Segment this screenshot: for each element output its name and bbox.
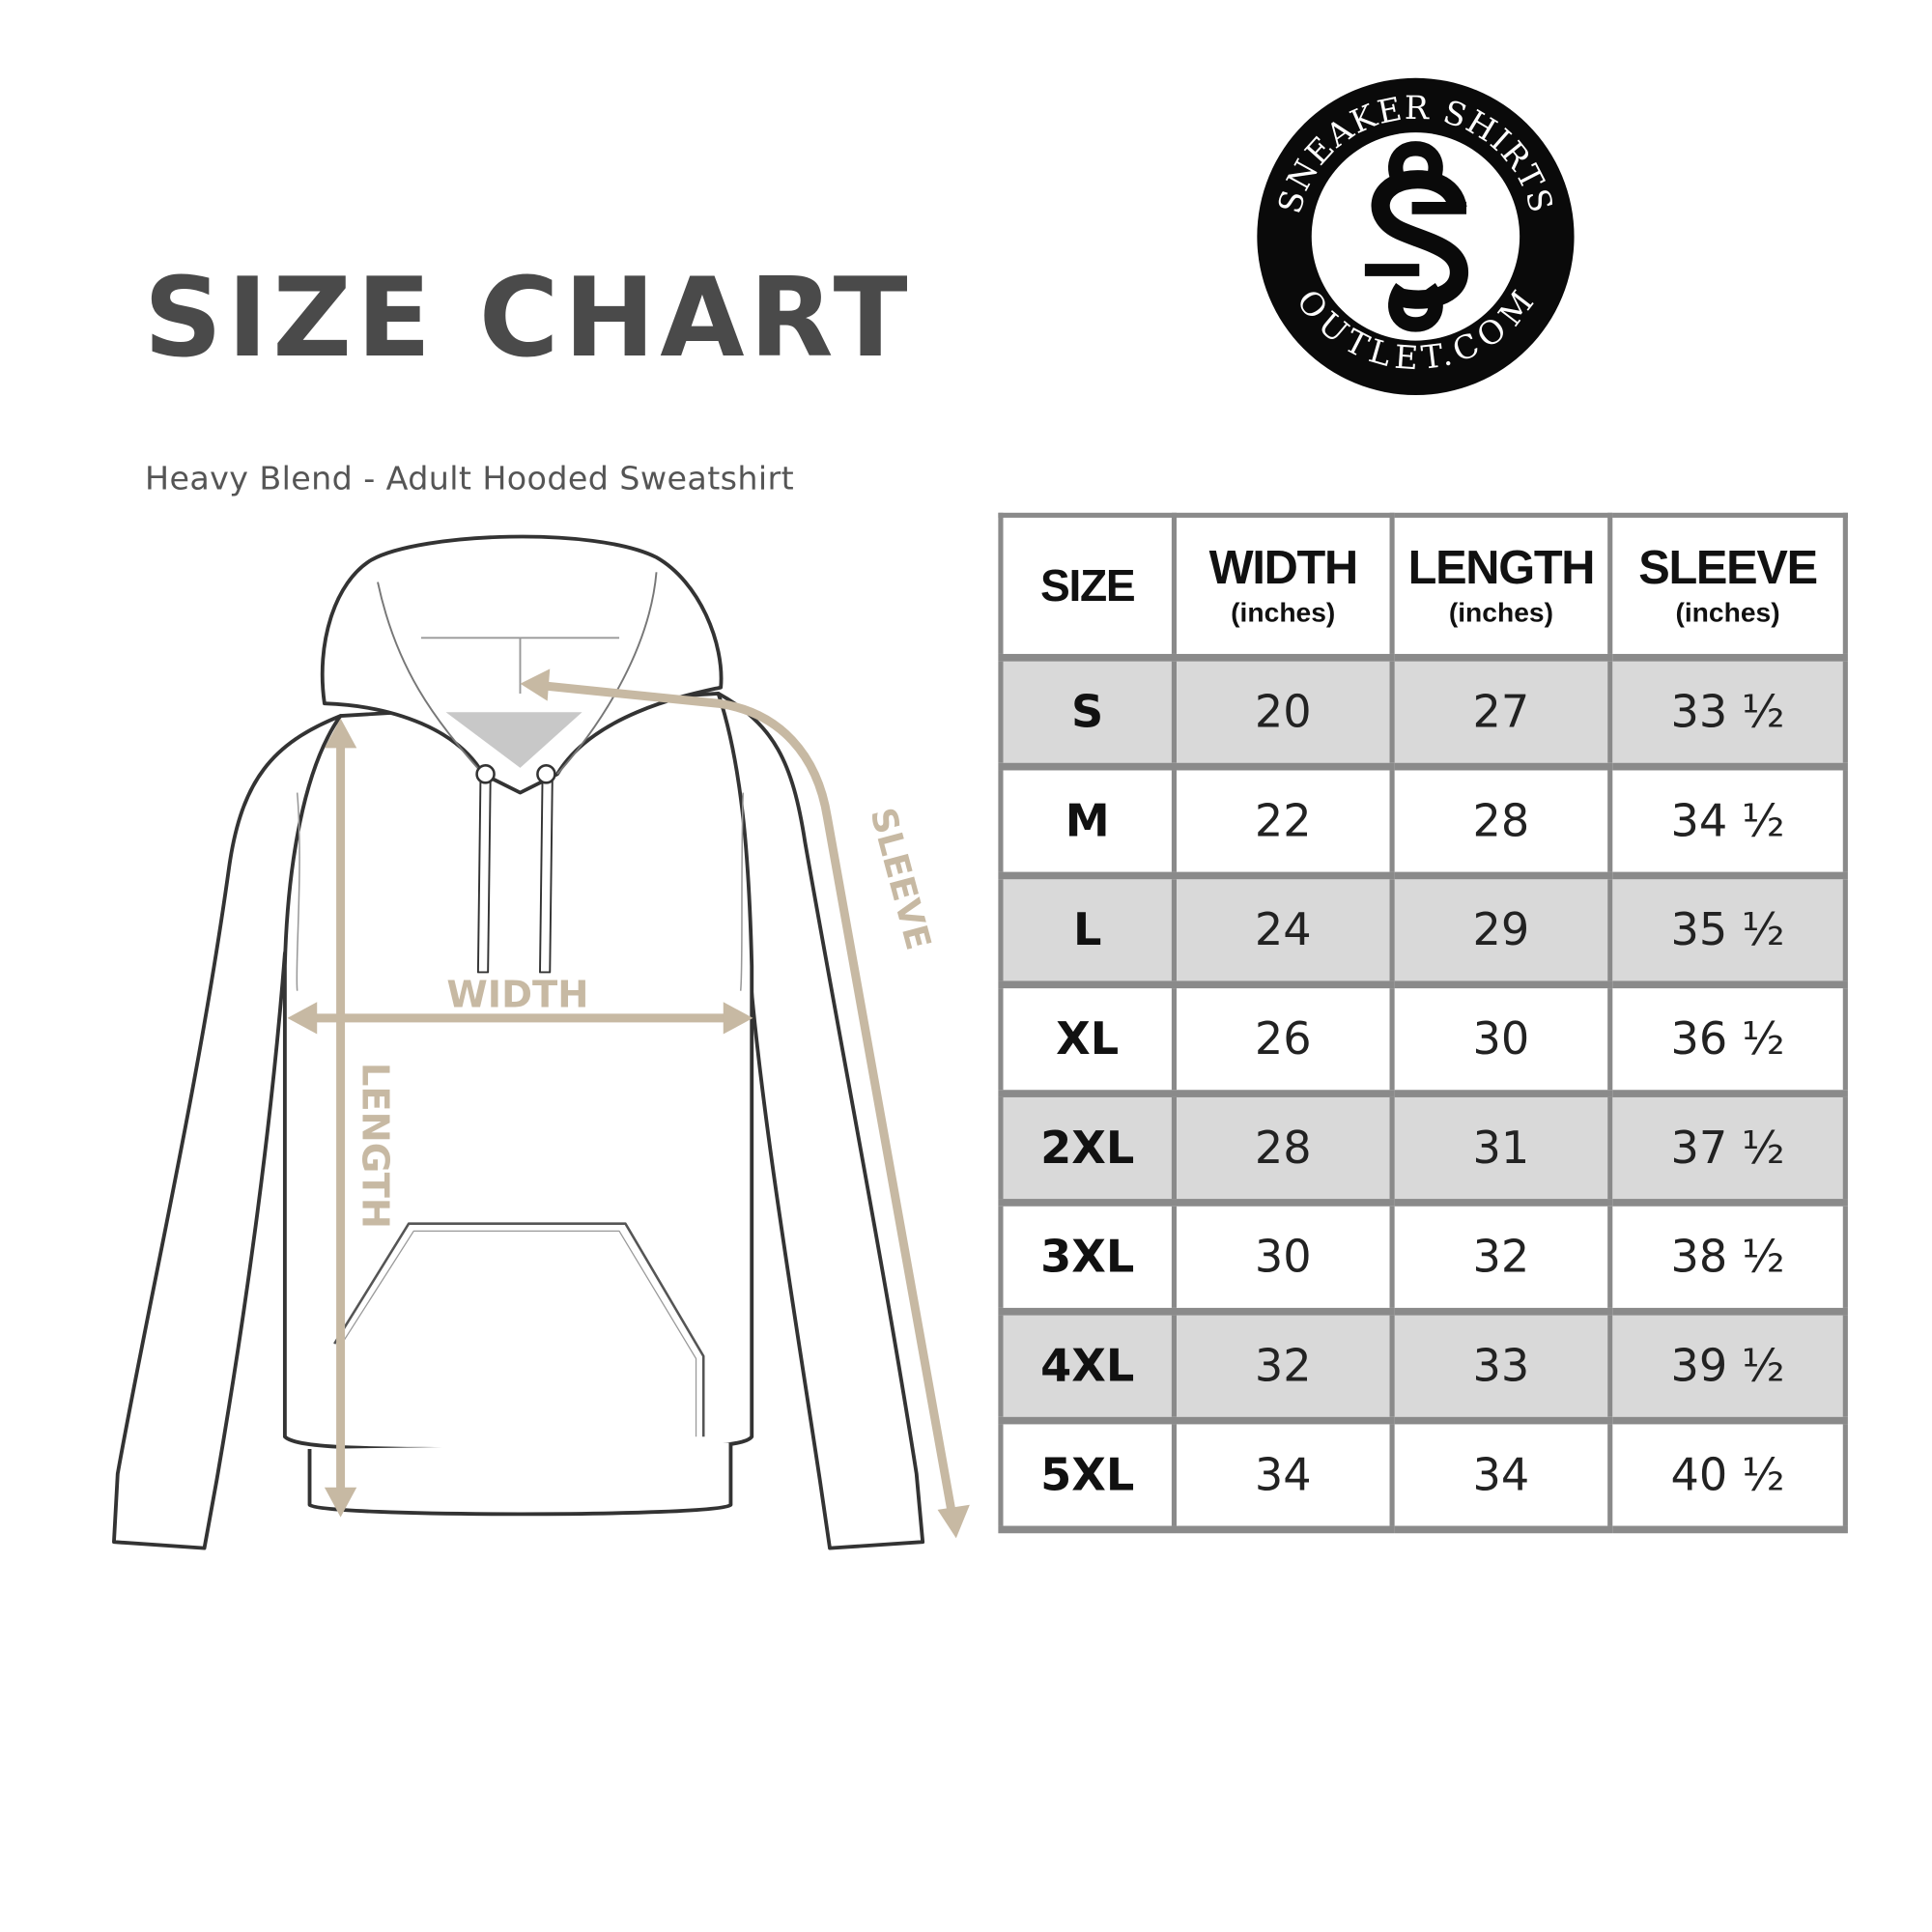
- left-sleeve: [112, 714, 343, 1550]
- length-cell: 33: [1389, 1307, 1613, 1425]
- column-header-size: SIZE: [998, 512, 1177, 661]
- neck-lining: [445, 712, 582, 768]
- size-cell: 4XL: [998, 1307, 1177, 1425]
- brand-logo: SNEAKER SHIRTS OUTLET.COM: [1257, 77, 1575, 395]
- page-title: SIZE CHART: [143, 253, 913, 382]
- drawstring-left: [476, 778, 492, 974]
- sleeve-cell: 39 ½: [1607, 1307, 1848, 1425]
- length-label: LENGTH: [354, 1063, 397, 1229]
- length-cell: 31: [1389, 1090, 1613, 1207]
- size-cell: 3XL: [998, 1199, 1177, 1316]
- length-cell: 34: [1389, 1416, 1613, 1534]
- sleeve-cell: 36 ½: [1607, 980, 1848, 1097]
- sleeve-label: SLEEVE: [862, 804, 937, 953]
- kangaroo-pocket: [333, 1222, 705, 1437]
- table-row: M 22 28 34 ½: [998, 762, 1848, 880]
- sleeve-cell: 33 ½: [1607, 653, 1848, 771]
- column-header-sleeve: SLEEVE (inches): [1607, 512, 1848, 661]
- size-cell: M: [998, 762, 1177, 880]
- table-row: 4XL 32 33 39 ½: [998, 1307, 1848, 1425]
- table-row: S 20 27 33 ½: [998, 653, 1848, 771]
- size-cell: XL: [998, 980, 1177, 1097]
- size-cell: 5XL: [998, 1416, 1177, 1534]
- size-table: SIZE WIDTH (inches) LENGTH (inches) SLEEVE…: [998, 512, 1848, 1534]
- width-cell: 20: [1171, 653, 1395, 771]
- sleeve-cell: 35 ½: [1607, 871, 1848, 989]
- sleeve-cell: 38 ½: [1607, 1199, 1848, 1316]
- table-row: 5XL 34 34 40 ½: [998, 1416, 1848, 1534]
- sleeve-arrow: [530, 680, 958, 1528]
- sleeve-cell: 40 ½: [1607, 1416, 1848, 1534]
- size-cell: S: [998, 653, 1177, 771]
- hood-inner: [377, 572, 658, 775]
- length-cell: 27: [1389, 653, 1613, 771]
- width-cell: 24: [1171, 871, 1395, 989]
- length-cell: 28: [1389, 762, 1613, 880]
- column-header-width: WIDTH (inches): [1171, 512, 1395, 661]
- table-row: 2XL 28 31 37 ½: [998, 1090, 1848, 1207]
- length-cell: 32: [1389, 1199, 1613, 1316]
- table-row: L 24 29 35 ½: [998, 871, 1848, 989]
- size-cell: 2XL: [998, 1090, 1177, 1207]
- size-cell: L: [998, 871, 1177, 989]
- product-subtitle: Heavy Blend - Adult Hooded Sweatshirt: [145, 460, 795, 498]
- table-row: XL 26 30 36 ½: [998, 980, 1848, 1097]
- width-cell: 22: [1171, 762, 1395, 880]
- length-cell: 29: [1389, 871, 1613, 989]
- width-cell: 30: [1171, 1199, 1395, 1316]
- width-cell: 28: [1171, 1090, 1395, 1207]
- waistband: [307, 1442, 733, 1517]
- logo-monogram: [1364, 141, 1468, 332]
- table-header-row: SIZE WIDTH (inches) LENGTH (inches) SLEEVE…: [998, 512, 1848, 661]
- width-cell: 26: [1171, 980, 1395, 1097]
- width-cell: 32: [1171, 1307, 1395, 1425]
- column-header-length: LENGTH (inches): [1389, 512, 1613, 661]
- table-row: 3XL 30 32 38 ½: [998, 1199, 1848, 1316]
- width-cell: 34: [1171, 1416, 1395, 1534]
- sleeve-cell: 34 ½: [1607, 762, 1848, 880]
- drawstring-right: [539, 778, 554, 974]
- sleeve-cell: 37 ½: [1607, 1090, 1848, 1207]
- right-sleeve: [716, 692, 925, 1550]
- length-cell: 30: [1389, 980, 1613, 1097]
- width-label: WIDTH: [446, 973, 588, 1016]
